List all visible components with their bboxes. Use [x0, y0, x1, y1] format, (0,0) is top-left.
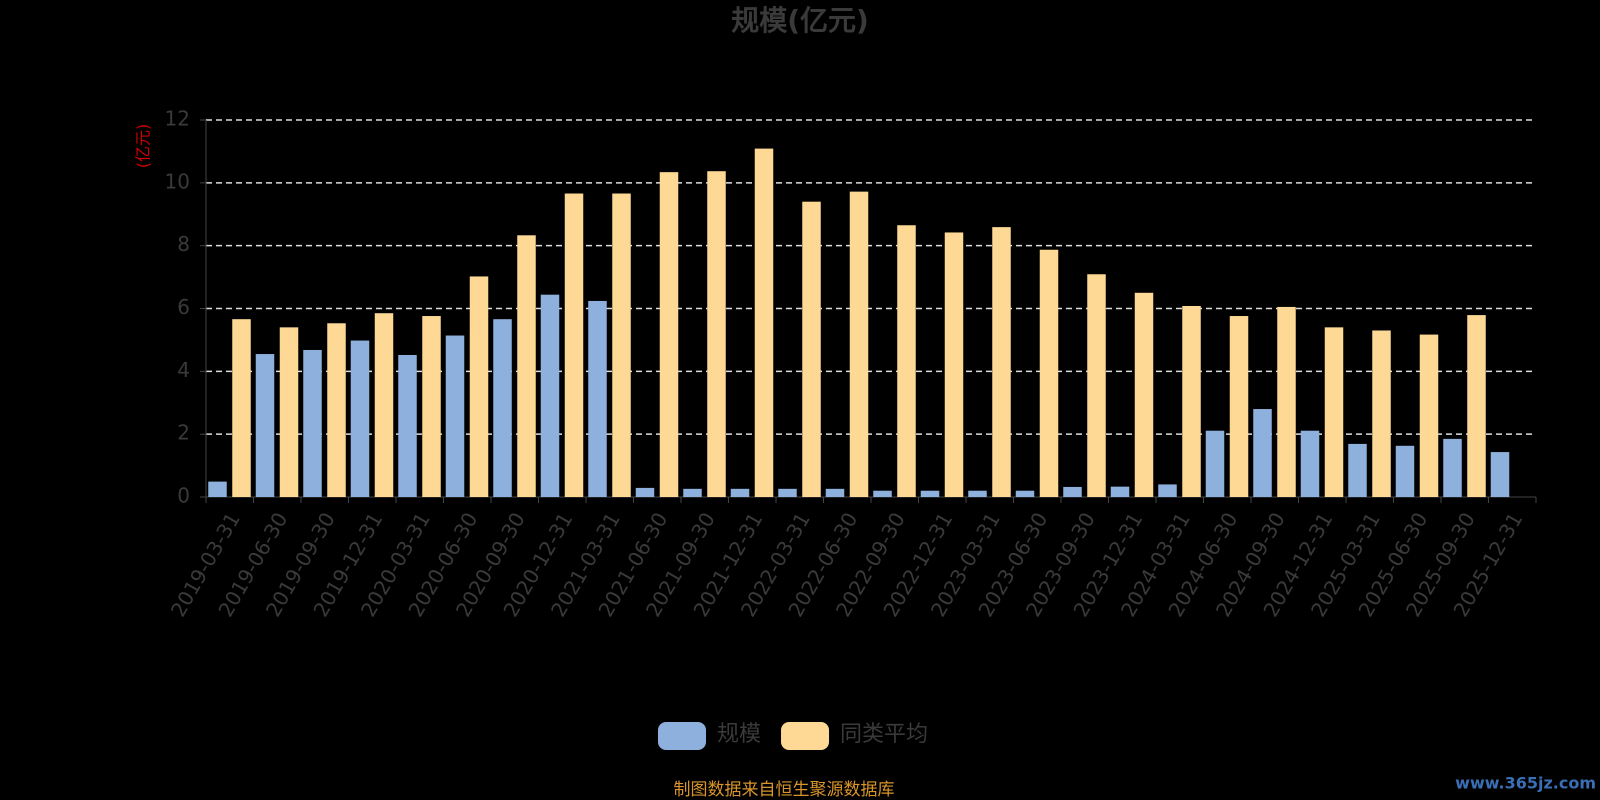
y-tick-label: 8	[177, 232, 190, 256]
bar	[1443, 438, 1462, 497]
legend-swatch	[658, 722, 706, 750]
bar	[1253, 409, 1272, 497]
legend-label: 规模	[717, 722, 761, 747]
bar	[422, 316, 441, 497]
bar	[279, 327, 299, 497]
bar	[398, 354, 417, 497]
bar	[968, 490, 987, 497]
legend-label: 同类平均	[840, 722, 928, 747]
bar	[517, 235, 536, 497]
bar	[707, 171, 726, 497]
bar	[1182, 305, 1201, 497]
bar	[493, 319, 512, 497]
bar	[1419, 334, 1439, 497]
bar	[1277, 306, 1296, 497]
bar	[255, 354, 275, 497]
bar	[1015, 490, 1035, 497]
bar	[1229, 316, 1249, 497]
bar	[730, 488, 750, 497]
bar	[944, 232, 964, 497]
bar	[659, 172, 679, 497]
bar	[778, 488, 797, 497]
bar	[992, 227, 1011, 497]
bar	[232, 319, 251, 497]
bar	[1134, 292, 1154, 497]
bar	[208, 481, 227, 497]
bar	[588, 300, 607, 497]
y-tick-label: 0	[177, 484, 190, 508]
y-tick-label: 6	[177, 295, 190, 319]
bar	[1110, 486, 1130, 497]
bar	[849, 191, 869, 497]
bar	[920, 490, 940, 497]
bar	[1205, 430, 1225, 497]
bar	[1300, 430, 1320, 497]
bar	[350, 340, 370, 497]
bar	[1158, 484, 1177, 497]
bar	[469, 276, 489, 497]
bar	[897, 225, 916, 497]
bar	[1490, 452, 1510, 497]
y-tick-label: 10	[165, 169, 190, 193]
legend-swatch	[781, 722, 830, 750]
bar	[1372, 330, 1391, 497]
bar	[1087, 274, 1106, 497]
bar	[825, 488, 845, 497]
bar	[1348, 443, 1367, 497]
bar	[873, 490, 892, 497]
bar	[1395, 445, 1415, 497]
bar	[1039, 249, 1059, 497]
bar	[564, 193, 584, 497]
bar	[1324, 327, 1344, 497]
watermark: www.365jz.com	[1455, 774, 1596, 793]
bar	[445, 335, 465, 497]
bar	[374, 313, 394, 497]
bar	[683, 488, 702, 497]
chart-title: 规模(亿元)	[731, 4, 869, 37]
bar	[754, 148, 774, 497]
bar	[1063, 486, 1082, 497]
y-axis-label: (亿元)	[134, 124, 153, 169]
bar	[327, 323, 346, 497]
bar	[303, 349, 322, 497]
y-tick-label: 2	[177, 421, 190, 445]
bar	[612, 193, 631, 497]
bar	[540, 294, 560, 497]
bar	[635, 487, 655, 497]
footer: 制图数据来自恒生聚源数据库	[674, 780, 895, 800]
bar	[802, 201, 821, 497]
y-tick-label: 12	[165, 107, 190, 131]
bar	[1467, 315, 1486, 497]
y-tick-label: 4	[177, 358, 190, 382]
